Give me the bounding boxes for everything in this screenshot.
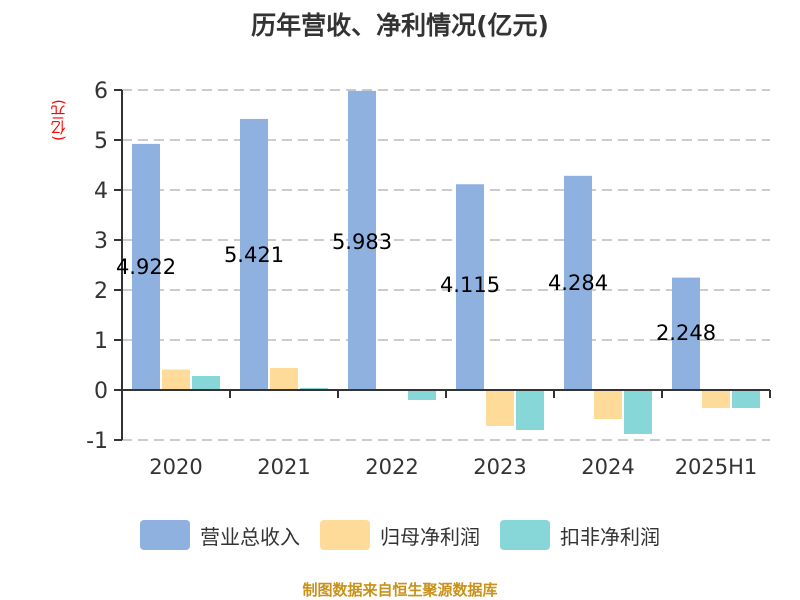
x-tick-label: 2022 bbox=[365, 455, 418, 479]
bar-net-profit bbox=[594, 390, 622, 419]
data-label-revenue: 4.115 bbox=[440, 273, 500, 297]
bar-deducted-profit bbox=[408, 390, 436, 400]
x-tick-label: 2023 bbox=[473, 455, 526, 479]
data-label-revenue: 4.922 bbox=[116, 255, 176, 279]
data-label-revenue: 5.421 bbox=[224, 243, 284, 267]
bar-revenue bbox=[240, 118, 268, 390]
bar-deducted-profit bbox=[516, 390, 544, 430]
bar-revenue bbox=[132, 143, 160, 390]
legend-swatch-net-profit bbox=[320, 520, 370, 550]
x-tick-label: 2020 bbox=[149, 455, 202, 479]
bar-net-profit bbox=[162, 369, 190, 390]
y-tick-label: 2 bbox=[94, 279, 108, 304]
y-tick-label: 1 bbox=[94, 329, 108, 354]
x-tick-label: 2024 bbox=[581, 455, 634, 479]
bar-revenue bbox=[348, 90, 376, 390]
bar-chart-plot: -1 0 1 2 3 4 5 6 2020 2021 2022 2023 2024 2025H1 4.922… bbox=[86, 79, 771, 479]
bar-net-profit bbox=[270, 368, 298, 390]
data-label-revenue: 4.284 bbox=[548, 271, 608, 295]
bar-net-profit bbox=[486, 390, 514, 426]
bar-net-profit bbox=[702, 390, 730, 408]
bar-deducted-profit bbox=[732, 390, 760, 408]
x-tick-label: 2021 bbox=[257, 455, 310, 479]
y-tick-label: 5 bbox=[94, 129, 108, 154]
legend-item-revenue[interactable]: 营业总收入 bbox=[140, 520, 300, 550]
chart-title: 历年营收、净利情况(亿元) bbox=[251, 11, 549, 40]
legend-swatch-deducted-profit bbox=[500, 520, 550, 550]
bar-deducted-profit bbox=[192, 376, 220, 390]
data-label-revenue: 5.983 bbox=[332, 230, 392, 254]
bar-revenue bbox=[456, 184, 484, 390]
y-tick-label: 3 bbox=[94, 229, 108, 254]
y-tick-label: -1 bbox=[86, 429, 108, 454]
y-tick-label: 0 bbox=[94, 379, 108, 404]
legend-item-net-profit[interactable]: 归母净利润 bbox=[320, 520, 480, 550]
bar-revenue bbox=[672, 277, 700, 390]
x-tick-label: 2025H1 bbox=[675, 455, 758, 479]
legend-label: 营业总收入 bbox=[200, 524, 300, 549]
data-source-footer: 制图数据来自恒生聚源数据库 bbox=[302, 581, 498, 599]
legend-label: 归母净利润 bbox=[380, 524, 480, 549]
legend-label: 扣非净利润 bbox=[560, 524, 660, 549]
data-label-revenue: 2.248 bbox=[656, 321, 716, 345]
legend-item-deducted-profit[interactable]: 扣非净利润 bbox=[500, 520, 660, 550]
bar-deducted-profit bbox=[624, 390, 652, 434]
legend-swatch-revenue bbox=[140, 520, 190, 550]
legend: 营业总收入 归母净利润 扣非净利润 bbox=[0, 520, 800, 550]
y-tick-label: 4 bbox=[94, 179, 108, 204]
y-tick-label: 6 bbox=[94, 79, 108, 104]
bar-revenue bbox=[564, 175, 592, 390]
